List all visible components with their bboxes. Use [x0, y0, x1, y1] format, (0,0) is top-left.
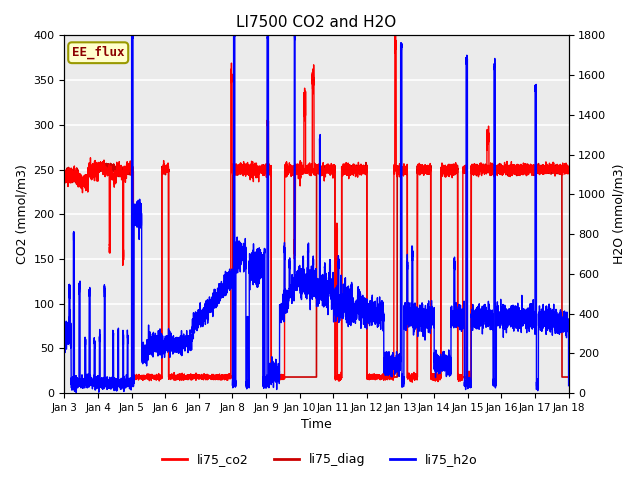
Legend: li75_co2, li75_diag, li75_h2o: li75_co2, li75_diag, li75_h2o: [157, 448, 483, 471]
Y-axis label: CO2 (mmol/m3): CO2 (mmol/m3): [15, 164, 28, 264]
X-axis label: Time: Time: [301, 419, 332, 432]
Title: LI7500 CO2 and H2O: LI7500 CO2 and H2O: [236, 15, 397, 30]
Y-axis label: H2O (mmol/m3): H2O (mmol/m3): [612, 164, 625, 264]
Text: EE_flux: EE_flux: [72, 46, 124, 60]
